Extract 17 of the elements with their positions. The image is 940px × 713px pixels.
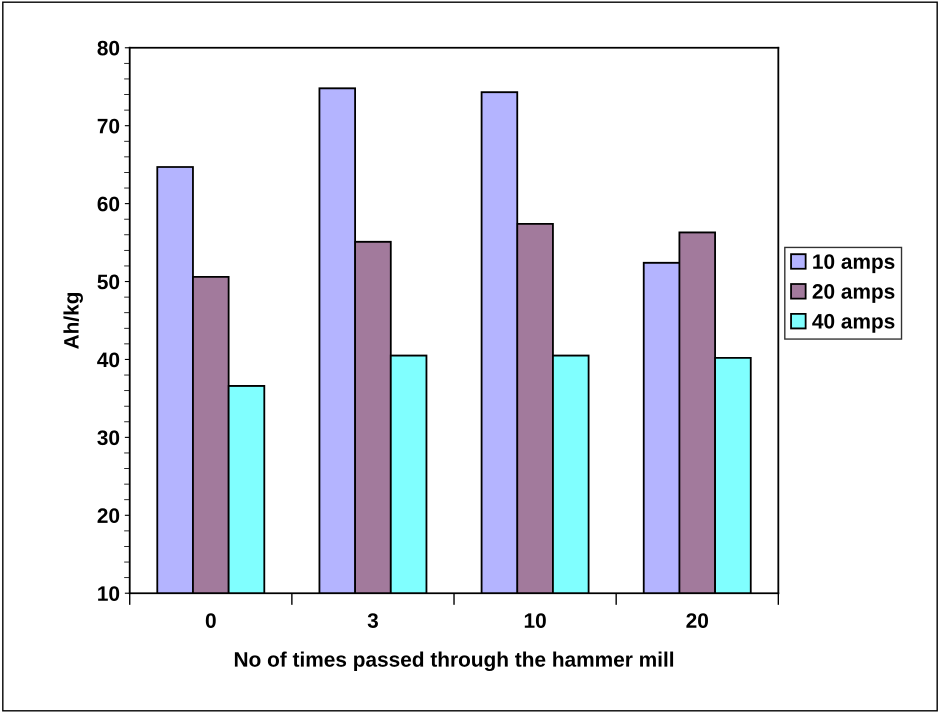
x-tick-label: 10 xyxy=(524,613,546,628)
x-tick-label: 0 xyxy=(206,613,216,628)
y-tick-label: 20 xyxy=(98,508,120,524)
legend-label: 40 amps xyxy=(812,314,894,333)
y-axis-title: Ah/kg xyxy=(63,292,83,349)
x-tick-label: 20 xyxy=(686,613,708,628)
y-tick-label: 30 xyxy=(97,430,120,446)
y-tick-label: 40 xyxy=(97,352,120,368)
legend-label: 20 amps xyxy=(812,284,894,303)
y-tick-label: 10 xyxy=(98,586,120,601)
y-tick-label: 50 xyxy=(97,274,120,290)
y-tick-label: 80 xyxy=(97,40,120,56)
x-axis-title: No of times passed through the hammer mill xyxy=(234,652,674,672)
y-tick-label: 70 xyxy=(98,118,120,134)
legend-label: 10 amps xyxy=(813,254,894,274)
x-tick-label: 3 xyxy=(368,613,378,628)
y-tick-label: 60 xyxy=(98,196,120,212)
